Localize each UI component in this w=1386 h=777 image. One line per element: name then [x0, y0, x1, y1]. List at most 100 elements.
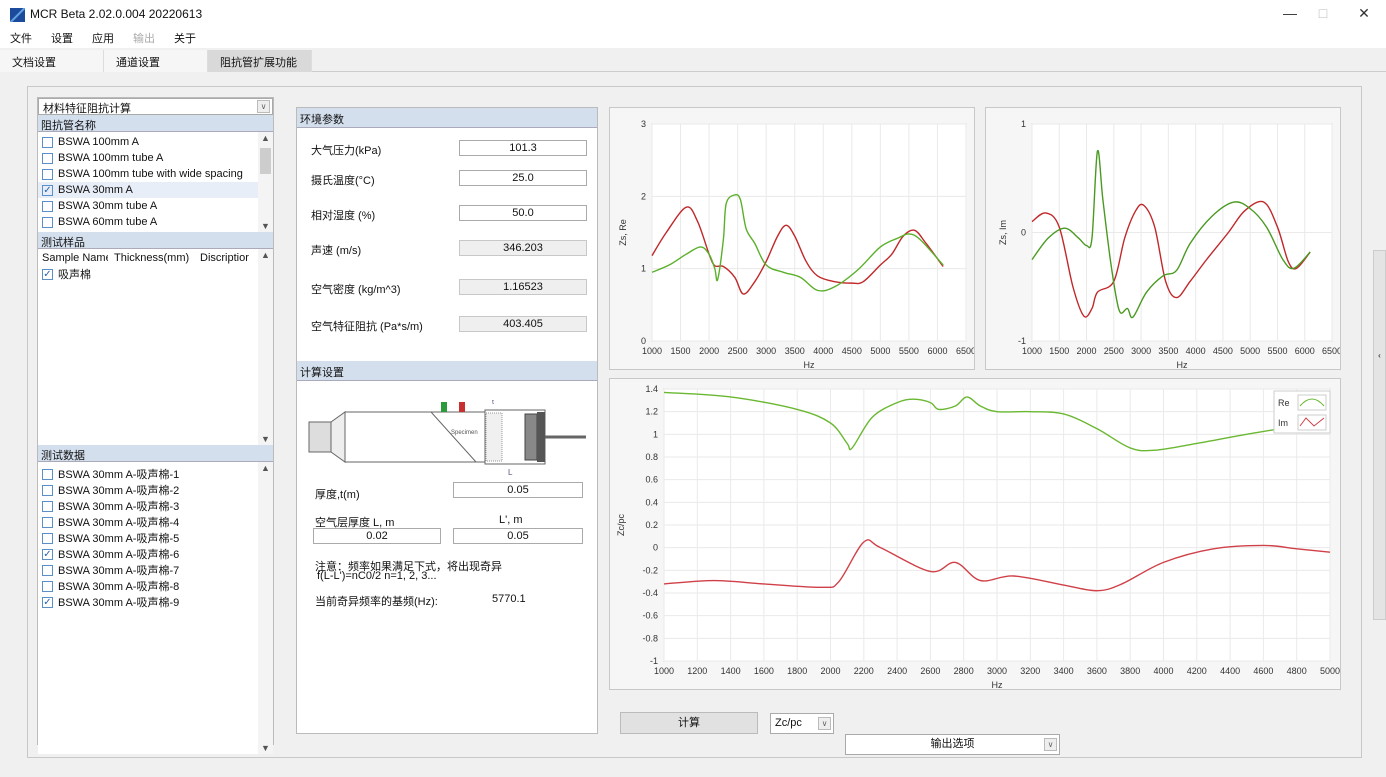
list-item[interactable]: BSWA 100mm A [38, 134, 258, 150]
chevron-down-icon[interactable]: ∨ [257, 100, 270, 113]
env-field-input[interactable]: 25.0 [459, 170, 587, 186]
y-tick-label: 1.4 [645, 384, 658, 394]
env-field-input[interactable]: 50.0 [459, 205, 587, 221]
checkbox-icon[interactable] [42, 168, 53, 180]
checkbox-icon[interactable] [42, 200, 53, 212]
checkbox-icon[interactable] [42, 564, 53, 576]
x-tick-label: 3000 [1131, 346, 1151, 356]
menu-item[interactable]: 设置 [51, 33, 73, 45]
list-item[interactable]: BSWA 100mm tube A [38, 150, 258, 166]
env-field-label: 相对湿度 (%) [311, 210, 376, 222]
app-logo-icon [10, 8, 25, 22]
column-header[interactable]: Discriptior [200, 252, 249, 264]
checkbox-checked-icon[interactable]: ✓ [42, 268, 53, 280]
list-item[interactable]: BSWA 30mm A-吸声棉-3 [38, 498, 258, 514]
checkbox-icon[interactable] [42, 136, 53, 148]
series-line-Re [663, 391, 1331, 452]
list-item[interactable]: ✓ BSWA 30mm A-吸声棉-9 [38, 594, 258, 610]
scroll-down-icon[interactable]: ▼ [261, 743, 270, 753]
menu-item[interactable]: 文件 [10, 33, 32, 45]
menu-item[interactable]: 输出 [133, 33, 155, 45]
calc-header: 计算设置 [297, 361, 597, 381]
chevron-down-icon[interactable]: ∨ [818, 717, 831, 730]
checkbox-icon[interactable] [42, 516, 53, 528]
output-select[interactable]: 输出选项 ∨ [845, 734, 1060, 755]
list-item[interactable]: BSWA 30mm A-吸声棉-4 [38, 514, 258, 530]
checkbox-icon[interactable] [42, 152, 53, 164]
chevron-down-icon[interactable]: ∨ [1044, 738, 1057, 751]
side-collapse-handle[interactable]: ‹ [1373, 250, 1386, 620]
checkbox-icon[interactable] [42, 580, 53, 592]
x-tick-label: 2200 [854, 666, 874, 676]
sample-list: Sample Name Thickness(mm) Discriptior ✓ 吸声棉… [38, 249, 273, 445]
list-item[interactable]: BSWA 100mm tube with wide spacing [38, 166, 258, 182]
scroll-down-icon[interactable]: ▼ [261, 221, 270, 231]
scroll-up-icon[interactable]: ▲ [261, 250, 270, 260]
checkbox-checked-icon[interactable]: ✓ [42, 184, 53, 196]
x-tick-label: 4600 [1253, 666, 1273, 676]
y-tick-label: 0.6 [645, 475, 658, 485]
x-tick-label: 3400 [1054, 666, 1074, 676]
y-tick-label: 0.8 [645, 452, 658, 462]
maximize-button[interactable]: □ [1318, 5, 1328, 21]
close-button[interactable]: ✕ [1358, 5, 1370, 21]
list-item[interactable]: BSWA 30mm tube A [38, 198, 258, 214]
list-item[interactable]: ✓ BSWA 30mm A-吸声棉-6 [38, 546, 258, 562]
chart-zs-re: 1000 1500 2000 2500 3000 3500 4000 4500 5000 5500… [609, 107, 975, 370]
tube-list-scrollbar[interactable]: ▲ ▼ [258, 132, 273, 232]
type-select[interactable]: Zc/pc ∨ [770, 713, 834, 734]
checkbox-icon[interactable] [42, 532, 53, 544]
env-field-label: 空气特征阻抗 (Pa*s/m) [311, 321, 423, 333]
minimize-button[interactable]: — [1283, 5, 1297, 21]
x-tick-label: 1600 [754, 666, 774, 676]
data-header: 测试数据 [38, 445, 273, 462]
checkbox-icon[interactable] [42, 500, 53, 512]
list-item[interactable]: ✓ BSWA 30mm A [38, 182, 258, 198]
x-tick-label: 4000 [1186, 346, 1206, 356]
air-layer-input[interactable]: 0.02 [313, 528, 441, 544]
checkbox-checked-icon[interactable]: ✓ [42, 548, 53, 560]
list-item[interactable]: BSWA 30mm A-吸声棉-2 [38, 482, 258, 498]
list-item[interactable]: BSWA 30mm A-吸声棉-1 [38, 466, 258, 482]
sample-list-scrollbar[interactable]: ▲ ▼ [258, 249, 273, 445]
scroll-down-icon[interactable]: ▼ [261, 434, 270, 444]
x-tick-label: 4500 [842, 346, 862, 356]
checkbox-checked-icon[interactable]: ✓ [42, 596, 53, 608]
list-item[interactable]: BSWA 60mm tube A [38, 214, 258, 230]
x-tick-label: 2600 [920, 666, 940, 676]
checkbox-icon[interactable] [42, 484, 53, 496]
title-bar: MCR Beta 2.02.0.004 20220613 — □ ✕ [0, 0, 1386, 30]
lprime-input[interactable]: 0.05 [453, 528, 583, 544]
scroll-thumb[interactable] [260, 148, 271, 174]
mode-select[interactable]: 材料特征阻抗计算 ∨ [38, 98, 273, 115]
checkbox-icon[interactable] [42, 468, 53, 480]
data-list-scrollbar[interactable]: ▲ ▼ [258, 462, 273, 754]
tab-item[interactable]: 文档设置 [0, 50, 104, 72]
mode-select-value: 材料特征阻抗计算 [43, 103, 131, 115]
menu-item[interactable]: 关于 [174, 33, 196, 45]
tab-item[interactable]: 通道设置 [104, 50, 208, 72]
env-field-input[interactable]: 101.3 [459, 140, 587, 156]
y-tick-label: 1.2 [645, 407, 658, 417]
list-item-label: 吸声棉 [58, 269, 91, 281]
scroll-up-icon[interactable]: ▲ [261, 133, 270, 143]
column-header[interactable]: Thickness(mm) [114, 252, 190, 264]
y-axis-label: Zc/pc [616, 514, 626, 537]
column-header[interactable]: Sample Name [42, 252, 108, 264]
y-tick-label: 2 [641, 191, 646, 201]
scroll-up-icon[interactable]: ▲ [261, 463, 270, 473]
env-field-label: 摄氏温度(°C) [311, 175, 375, 187]
list-item[interactable]: ✓ 吸声棉 [38, 266, 258, 282]
list-item-label: BSWA 100mm tube with wide spacing [58, 168, 243, 180]
checkbox-icon[interactable] [42, 216, 53, 228]
x-tick-label: 2500 [728, 346, 748, 356]
list-item[interactable]: BSWA 30mm A-吸声棉-5 [38, 530, 258, 546]
thickness-input[interactable]: 0.05 [453, 482, 583, 498]
menu-item[interactable]: 应用 [92, 33, 114, 45]
x-tick-label: 3500 [1158, 346, 1178, 356]
compute-button[interactable]: 计算 [620, 712, 758, 734]
list-item-label: BSWA 30mm A-吸声棉-5 [58, 533, 180, 545]
list-item[interactable]: BSWA 30mm A-吸声棉-7 [38, 562, 258, 578]
list-item[interactable]: BSWA 30mm A-吸声棉-8 [38, 578, 258, 594]
tab-item[interactable]: 阻抗管扩展功能 [208, 50, 312, 72]
